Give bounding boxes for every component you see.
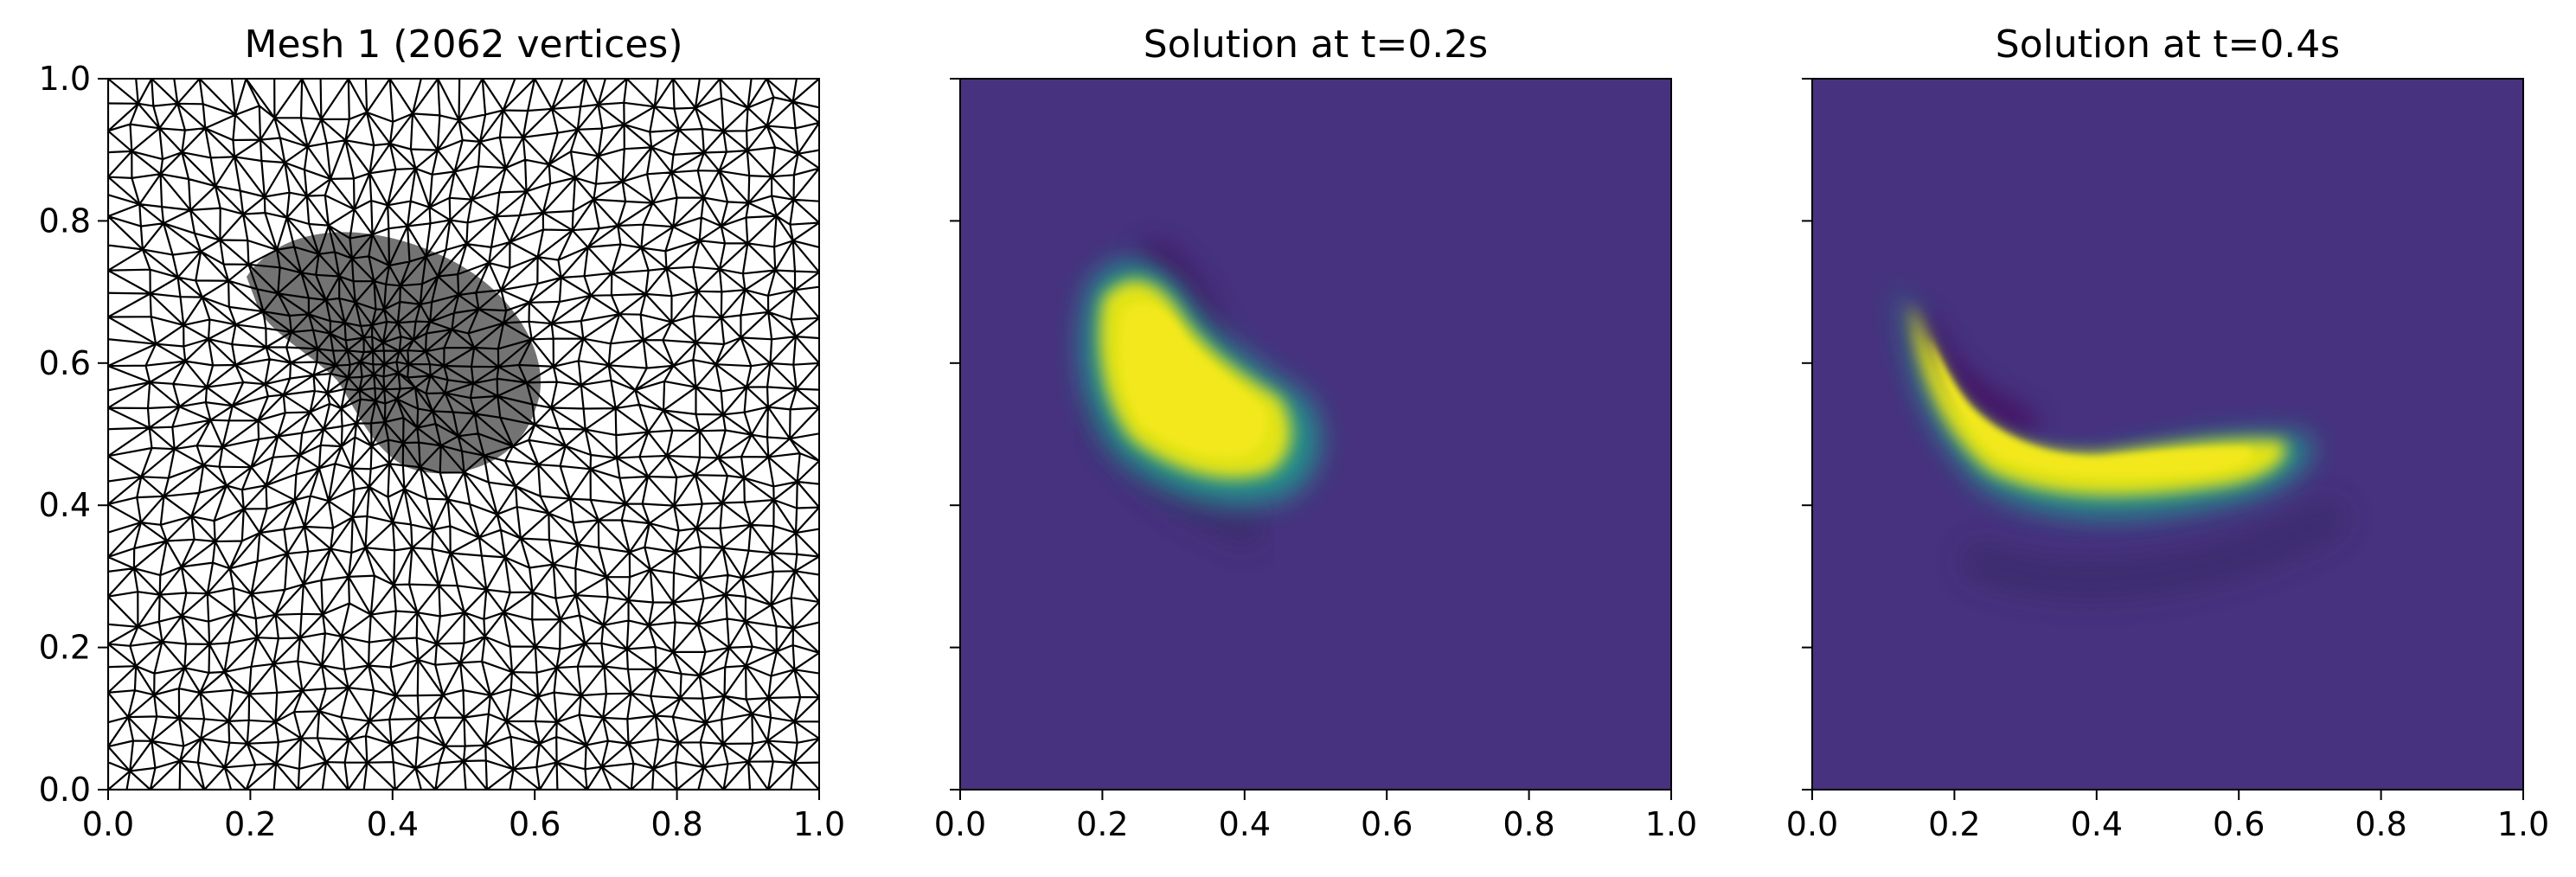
y-tick-label: 0.4 <box>39 486 91 524</box>
x-tick-label: 0.4 <box>2071 805 2123 843</box>
x-tick-label: 0.8 <box>2355 805 2406 843</box>
heatmap-field <box>960 79 1671 790</box>
y-tick-label: 1.0 <box>39 60 91 98</box>
x-tick-label: 1.0 <box>2497 805 2549 843</box>
x-tick-label: 0.4 <box>1219 805 1271 843</box>
x-tick-label: 0.0 <box>82 805 134 843</box>
x-tick-label: 0.8 <box>650 805 702 843</box>
axes-frame <box>959 78 1672 791</box>
heatmap-field <box>1812 79 2523 790</box>
field-core <box>1120 304 1266 457</box>
panel-solution-1: Solution at t=0.2s 0.0 0.2 0.4 0.6 0.8 1.0 <box>934 22 1697 843</box>
x-tick-label: 0.6 <box>1361 805 1413 843</box>
x-tick-label: 0.2 <box>1928 805 1980 843</box>
x-tick-label: 0.2 <box>1076 805 1128 843</box>
x-tick-label: 0.4 <box>367 805 419 843</box>
x-tick-label: 0.2 <box>224 805 276 843</box>
x-tick-label: 0.0 <box>934 805 986 843</box>
y-tick-label: 0.2 <box>39 629 91 667</box>
x-tick-label: 1.0 <box>793 805 845 843</box>
panel-title: Solution at t=0.2s <box>1144 22 1488 67</box>
axes-frame <box>107 78 820 791</box>
panel-solution-2: Solution at t=0.4s 0.0 0.2 0.4 0.6 0.8 1.0 <box>1786 22 2549 843</box>
x-tick-label: 0.6 <box>2213 805 2265 843</box>
axis-ticks: 0.0 0.2 0.4 0.6 0.8 1.0 <box>934 78 1697 843</box>
field-background <box>1812 79 2523 790</box>
x-tick-label: 0.8 <box>1503 805 1554 843</box>
x-tick-label: 1.0 <box>1645 805 1697 843</box>
axes-frame <box>1811 78 2524 791</box>
axis-ticks: 0.0 0.2 0.4 0.6 0.8 1.0 0.0 0.2 0.4 0.6 0.8 1.0 <box>39 60 846 843</box>
panel-title: Mesh 1 (2062 vertices) <box>245 22 683 67</box>
mesh-dense-region <box>247 232 541 474</box>
y-tick-label: 0.8 <box>39 202 91 240</box>
y-tick-label: 0.6 <box>39 344 91 382</box>
x-tick-label: 0.0 <box>1786 805 1838 843</box>
x-tick-label: 0.6 <box>509 805 561 843</box>
y-tick-label: 0.0 <box>39 771 91 809</box>
panel-title: Solution at t=0.4s <box>1996 22 2340 67</box>
field-core <box>1929 337 2252 477</box>
mesh-edges <box>108 79 819 790</box>
axis-ticks: 0.0 0.2 0.4 0.6 0.8 1.0 <box>1786 78 2549 843</box>
panel-mesh: Mesh 1 (2062 vertices) 0.0 0.2 0.4 0.6 0.8 1.… <box>39 22 846 843</box>
